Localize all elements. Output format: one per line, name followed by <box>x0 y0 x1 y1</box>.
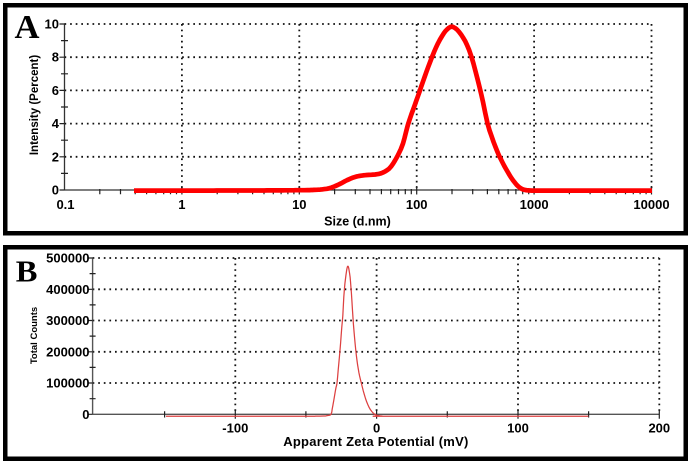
svg-text:0: 0 <box>373 420 380 435</box>
svg-text:100: 100 <box>406 197 428 212</box>
svg-text:500000: 500000 <box>46 251 89 266</box>
svg-text:Size (d.nm): Size (d.nm) <box>324 215 391 229</box>
svg-text:400000: 400000 <box>46 282 89 297</box>
svg-text:Total Counts: Total Counts <box>29 307 40 364</box>
svg-text:A: A <box>15 9 40 46</box>
svg-text:6: 6 <box>52 83 59 98</box>
svg-text:8: 8 <box>52 50 59 65</box>
svg-text:100: 100 <box>507 420 529 435</box>
svg-text:10: 10 <box>292 197 306 212</box>
svg-text:0.1: 0.1 <box>56 197 74 212</box>
svg-text:300000: 300000 <box>46 313 89 328</box>
svg-text:Intensity (Percent): Intensity (Percent) <box>29 55 41 155</box>
svg-text:4: 4 <box>52 116 60 131</box>
svg-text:Apparent Zeta Potential (mV): Apparent Zeta Potential (mV) <box>283 434 468 449</box>
svg-text:1: 1 <box>178 197 185 212</box>
svg-text:B: B <box>16 253 38 288</box>
svg-text:0: 0 <box>52 183 59 198</box>
svg-text:100000: 100000 <box>46 376 89 391</box>
svg-text:200000: 200000 <box>46 344 89 359</box>
svg-text:0: 0 <box>82 407 89 422</box>
svg-text:200: 200 <box>648 420 670 435</box>
svg-text:-100: -100 <box>222 420 248 435</box>
svg-text:10: 10 <box>45 17 59 32</box>
svg-text:10000: 10000 <box>633 197 669 212</box>
svg-text:1000: 1000 <box>520 197 549 212</box>
svg-text:2: 2 <box>52 149 59 164</box>
